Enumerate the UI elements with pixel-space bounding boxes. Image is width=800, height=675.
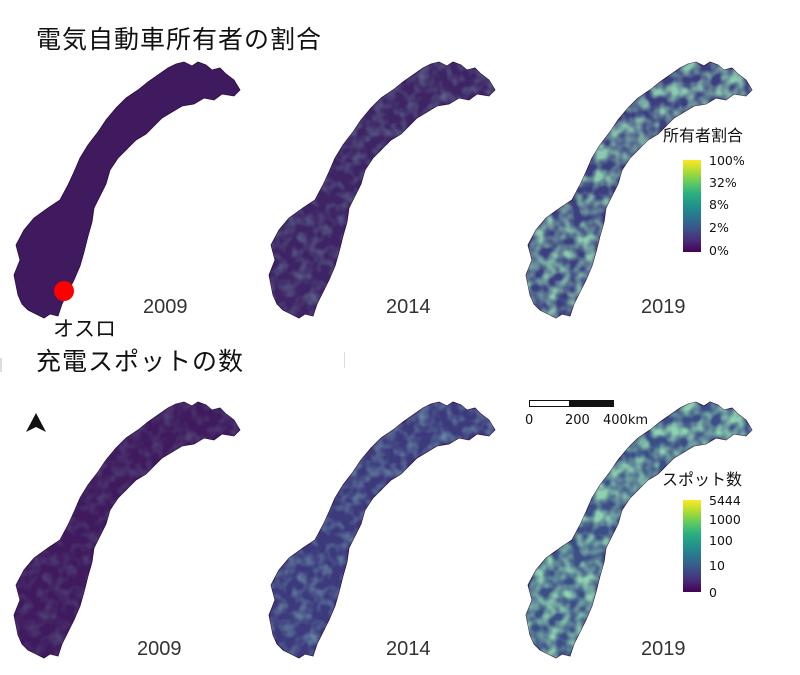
map-ev-2019 [525, 61, 753, 319]
divider-mark [344, 352, 345, 368]
legend-tick: 100 [709, 533, 733, 548]
scale-bar-black-segment [569, 400, 614, 407]
year-label-charging-2009: 2009 [137, 638, 182, 660]
year-label-ev-2014: 2014 [386, 296, 431, 318]
scale-label-400km: 400km [603, 413, 649, 428]
map-charging-2009 [13, 401, 241, 659]
year-label-ev-2009: 2009 [143, 296, 188, 318]
scale-label-200: 200 [565, 413, 590, 428]
legend-tick: 5444 [709, 493, 741, 508]
edge-mark [0, 358, 2, 372]
year-label-charging-2019: 2019 [641, 638, 686, 660]
charging-spots-title: 充電スポットの数 [36, 347, 245, 376]
ev-share-legend-title: 所有者割合 [663, 126, 744, 145]
map-ev-2009 [13, 61, 241, 319]
legend-tick: 0 [709, 585, 717, 600]
charging-color-bar [683, 500, 701, 592]
legend-tick: 32% [709, 175, 737, 190]
legend-tick: 10 [709, 558, 725, 573]
map-charging-2014 [268, 401, 496, 659]
legend-tick: 1000 [709, 512, 741, 527]
legend-tick: 2% [709, 220, 729, 235]
ev-share-color-bar [683, 160, 701, 252]
scale-bar: 0 200 400km [525, 400, 648, 430]
ev-share-title: 電気自動車所有者の割合 [36, 25, 323, 54]
oslo-label: オスロ [53, 317, 116, 341]
year-label-ev-2019: 2019 [641, 296, 686, 318]
scale-bar-white-segment [529, 400, 571, 407]
scale-label-0: 0 [525, 413, 534, 428]
north-arrow-icon [26, 413, 46, 432]
legend-tick: 100% [709, 153, 745, 168]
legend-tick: 8% [709, 197, 729, 212]
charging-legend-title: スポット数 [662, 470, 743, 489]
year-label-charging-2014: 2014 [386, 638, 431, 660]
oslo-marker-icon [54, 281, 74, 301]
map-ev-2014 [268, 61, 496, 319]
legend-tick: 0% [709, 243, 729, 258]
